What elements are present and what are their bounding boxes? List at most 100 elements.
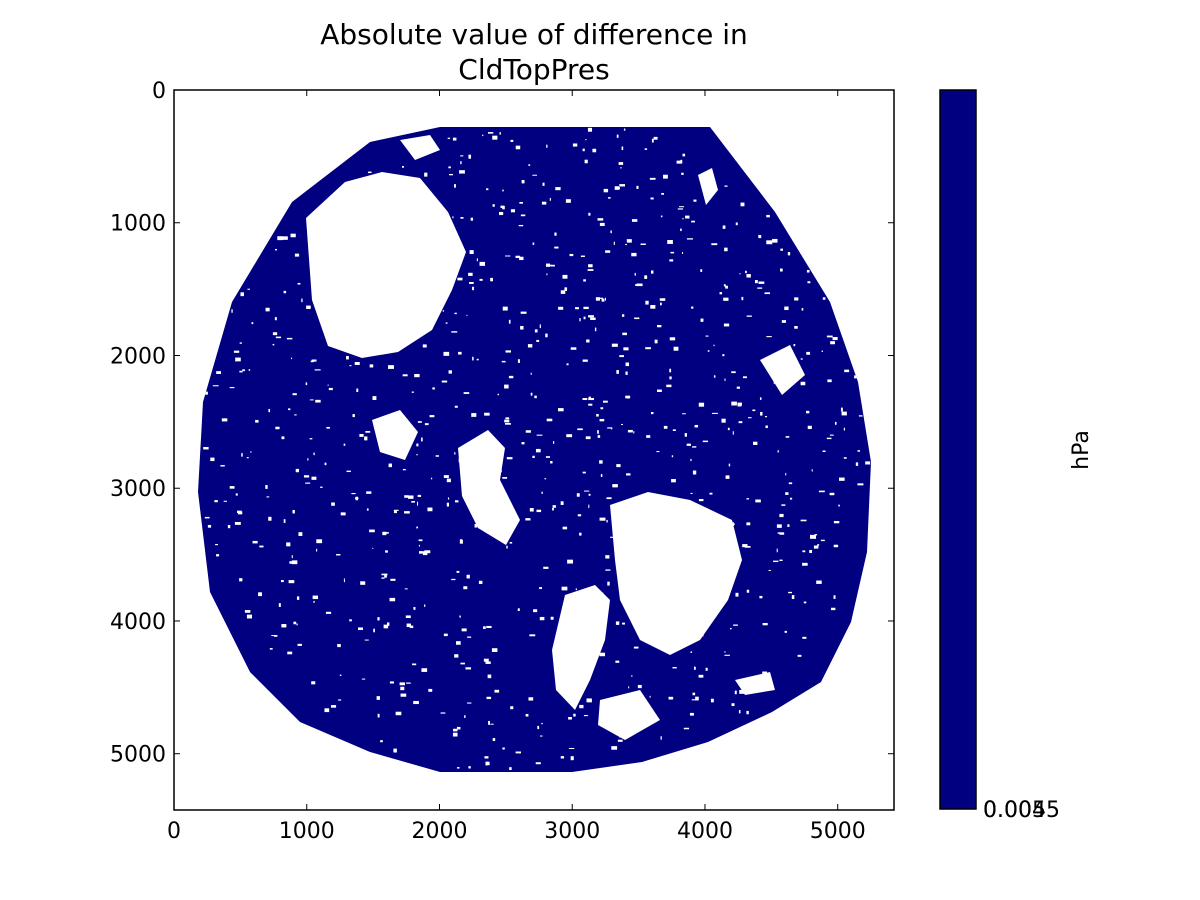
speckle — [724, 654, 730, 656]
speckle — [295, 468, 300, 473]
speckle — [360, 264, 364, 266]
speckle — [811, 469, 813, 472]
colorbar-label: hPa — [1069, 430, 1094, 470]
speckle — [727, 579, 730, 582]
speckle — [476, 258, 479, 262]
speckle — [451, 578, 456, 581]
speckle — [594, 327, 597, 332]
speckle — [424, 218, 431, 220]
speckle — [622, 622, 626, 625]
speckle — [427, 507, 433, 512]
speckle — [291, 560, 298, 565]
speckle — [326, 426, 330, 429]
speckle — [372, 174, 375, 178]
speckle — [532, 242, 535, 245]
speckle — [656, 451, 660, 453]
speckle — [309, 438, 313, 440]
speckle — [247, 288, 250, 290]
speckle — [479, 261, 486, 266]
speckle — [530, 372, 532, 375]
speckle — [841, 411, 847, 416]
speckle — [457, 767, 460, 769]
speckle — [231, 309, 233, 313]
speckle — [417, 421, 422, 423]
speckle — [592, 148, 597, 153]
speckle — [616, 464, 621, 468]
speckle — [315, 399, 321, 403]
speckle — [291, 357, 293, 360]
speckle — [728, 463, 731, 467]
speckle — [631, 503, 633, 505]
speckle — [680, 573, 686, 575]
speckle — [212, 385, 219, 387]
speckle — [821, 350, 823, 352]
speckle — [505, 523, 511, 527]
speckle — [497, 393, 499, 396]
speckle — [668, 618, 674, 623]
speckle — [698, 498, 704, 502]
speckle — [297, 643, 302, 646]
speckle — [597, 218, 604, 221]
speckle — [623, 128, 626, 131]
speckle — [422, 310, 429, 313]
speckle — [356, 388, 359, 393]
speckle — [568, 716, 572, 720]
speckle — [672, 429, 676, 431]
speckle — [352, 414, 355, 418]
speckle — [528, 164, 531, 166]
speckle — [327, 384, 329, 386]
speckle — [607, 197, 611, 199]
speckle — [283, 290, 287, 294]
speckle — [546, 144, 548, 148]
speckle — [588, 396, 591, 400]
speckle — [588, 212, 591, 216]
speckle — [694, 545, 699, 548]
speckle — [361, 678, 366, 680]
speckle — [242, 369, 245, 372]
colorbar-tick-label-1: 0.0045 — [983, 798, 1060, 823]
speckle — [659, 298, 666, 301]
speckle — [424, 172, 428, 177]
speckle — [421, 437, 423, 442]
speckle — [615, 621, 620, 625]
speckle — [311, 681, 316, 685]
speckle — [303, 475, 310, 478]
speckle — [802, 636, 807, 639]
speckle — [215, 543, 218, 546]
speckle — [616, 134, 619, 138]
speckle — [724, 247, 728, 252]
speckle — [258, 592, 262, 597]
speckle — [800, 358, 803, 360]
speckle — [509, 767, 512, 771]
speckle — [654, 339, 658, 344]
speckle — [449, 239, 454, 242]
chart-title-line-1: Absolute value of difference in — [320, 18, 748, 51]
speckle — [535, 762, 541, 765]
speckle — [229, 386, 235, 389]
speckle — [528, 697, 534, 701]
speckle — [844, 369, 850, 373]
speckle — [830, 607, 836, 611]
speckle — [421, 668, 428, 672]
speckle — [653, 136, 658, 140]
speckle — [328, 387, 333, 391]
speckle — [550, 616, 554, 620]
speckle — [809, 549, 813, 554]
speckle — [781, 320, 786, 323]
speckle — [214, 500, 218, 503]
speckle — [855, 462, 859, 466]
speckle — [713, 344, 715, 347]
speckle — [735, 222, 738, 226]
speckle — [623, 347, 629, 351]
speckle — [661, 192, 665, 195]
speckle — [458, 351, 462, 355]
speckle — [695, 696, 699, 701]
speckle — [620, 526, 623, 529]
speckle — [651, 412, 654, 415]
region-south-2 — [735, 672, 775, 695]
speckle — [810, 534, 817, 539]
speckle — [485, 761, 488, 766]
speckle — [833, 521, 840, 524]
speckle — [660, 630, 662, 632]
speckle — [478, 580, 483, 584]
